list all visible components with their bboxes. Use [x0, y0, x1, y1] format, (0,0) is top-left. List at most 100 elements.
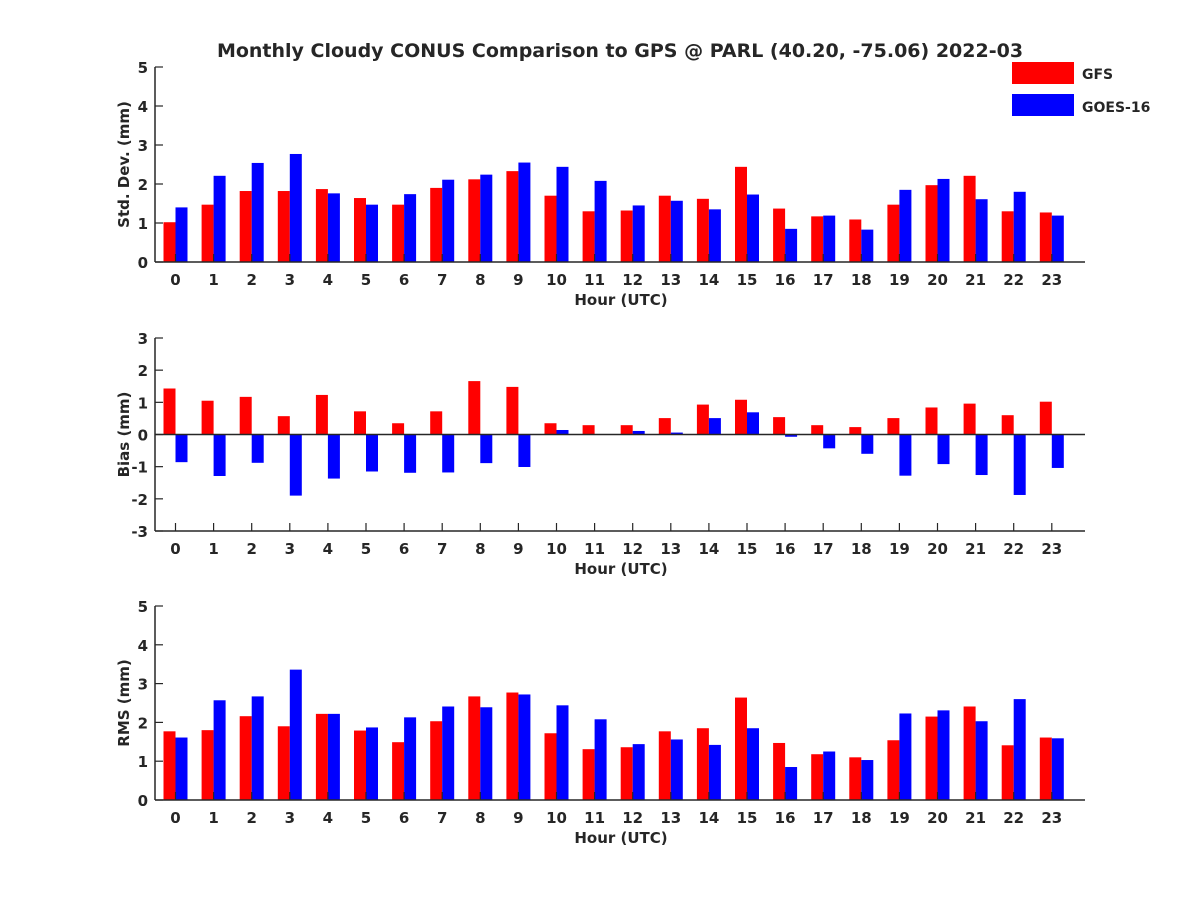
bar-goes16-hour-9 — [518, 434, 531, 467]
x-tick-label: 1 — [208, 540, 218, 558]
bar-goes16-hour-20 — [937, 178, 950, 262]
bar-gfs-hour-13 — [658, 731, 671, 800]
x-tick-label: 4 — [323, 540, 333, 558]
bar-goes16-hour-16 — [785, 767, 798, 800]
x-tick-label: 11 — [584, 271, 605, 289]
bar-goes16-hour-17 — [823, 215, 836, 262]
x-axis-label: Hour (UTC) — [574, 291, 667, 309]
bar-gfs-hour-20 — [925, 407, 938, 435]
x-tick-label: 14 — [698, 271, 719, 289]
bar-gfs-hour-11 — [582, 749, 595, 800]
bar-gfs-hour-23 — [1039, 401, 1052, 435]
x-tick-label: 20 — [927, 809, 948, 827]
x-tick-label: 11 — [584, 809, 605, 827]
x-tick-label: 17 — [813, 809, 834, 827]
x-tick-label: 10 — [546, 540, 567, 558]
bar-goes16-hour-21 — [975, 434, 988, 476]
bar-goes16-hour-2 — [251, 696, 264, 800]
x-tick-label: 6 — [399, 540, 409, 558]
bar-goes16-hour-20 — [937, 434, 950, 465]
bar-goes16-hour-12 — [632, 205, 645, 262]
bar-gfs-hour-14 — [696, 728, 709, 800]
x-tick-label: 22 — [1003, 809, 1024, 827]
x-tick-label: 20 — [927, 540, 948, 558]
x-tick-label: 19 — [889, 271, 910, 289]
bar-gfs-hour-3 — [277, 726, 290, 800]
x-tick-label: 1 — [208, 809, 218, 827]
bar-goes16-hour-22 — [1013, 699, 1026, 800]
x-tick-label: 16 — [775, 540, 796, 558]
x-tick-label: 2 — [246, 540, 256, 558]
y-tick-label: 0 — [138, 792, 148, 810]
bar-gfs-hour-18 — [849, 427, 862, 435]
x-tick-label: 19 — [889, 540, 910, 558]
bar-goes16-hour-1 — [213, 175, 226, 262]
x-tick-label: 16 — [775, 809, 796, 827]
y-tick-label: 4 — [138, 98, 148, 116]
x-tick-label: 0 — [170, 271, 180, 289]
x-tick-label: 14 — [698, 809, 719, 827]
bar-gfs-hour-20 — [925, 185, 938, 262]
bar-goes16-hour-19 — [899, 189, 912, 262]
bar-gfs-hour-18 — [849, 757, 862, 800]
bar-goes16-hour-1 — [213, 700, 226, 800]
bar-gfs-hour-7 — [430, 721, 443, 800]
bar-gfs-hour-5 — [354, 411, 366, 435]
x-tick-label: 18 — [851, 271, 872, 289]
bar-goes16-hour-12 — [632, 744, 645, 800]
bar-goes16-hour-18 — [861, 760, 874, 800]
bar-gfs-hour-16 — [773, 417, 786, 435]
bar-goes16-hour-9 — [518, 162, 531, 262]
x-tick-label: 17 — [813, 271, 834, 289]
bar-gfs-hour-17 — [811, 754, 824, 800]
legend-swatch-gfs — [1012, 62, 1074, 84]
bar-gfs-hour-14 — [696, 404, 709, 435]
x-tick-label: 12 — [622, 540, 643, 558]
bar-gfs-hour-15 — [735, 399, 747, 435]
y-tick-label: 0 — [138, 254, 148, 272]
x-tick-label: 23 — [1041, 809, 1062, 827]
x-axis-label: Hour (UTC) — [574, 829, 667, 847]
y-tick-label: -2 — [131, 491, 148, 509]
bar-gfs-hour-20 — [925, 716, 938, 800]
y-axis-label: Bias (mm) — [115, 392, 133, 478]
bar-goes16-hour-22 — [1013, 434, 1026, 495]
bar-gfs-hour-1 — [201, 204, 214, 262]
bar-goes16-hour-4 — [327, 434, 340, 479]
x-tick-label: 5 — [361, 540, 371, 558]
bar-goes16-hour-9 — [518, 694, 531, 800]
y-tick-label: 0 — [138, 427, 148, 445]
bar-gfs-hour-21 — [963, 403, 976, 435]
bar-goes16-hour-10 — [556, 166, 569, 262]
bar-gfs-hour-8 — [468, 696, 481, 800]
bar-gfs-hour-4 — [315, 189, 328, 262]
bar-goes16-hour-15 — [747, 412, 759, 435]
x-tick-label: 9 — [513, 540, 523, 558]
bar-gfs-hour-2 — [239, 191, 252, 262]
x-tick-label: 7 — [437, 540, 447, 558]
y-tick-label: 4 — [138, 637, 148, 655]
x-tick-label: 5 — [361, 271, 371, 289]
x-tick-label: 4 — [323, 809, 333, 827]
bar-gfs-hour-7 — [430, 187, 443, 262]
bar-gfs-hour-12 — [620, 747, 633, 800]
bar-goes16-hour-11 — [594, 180, 607, 262]
y-tick-label: -3 — [131, 523, 148, 541]
x-tick-label: 6 — [399, 809, 409, 827]
bar-gfs-hour-15 — [735, 697, 747, 800]
x-tick-label: 5 — [361, 809, 371, 827]
x-tick-label: 18 — [851, 540, 872, 558]
bar-goes16-hour-14 — [708, 744, 721, 800]
bar-gfs-hour-11 — [582, 211, 595, 262]
y-tick-label: 3 — [138, 330, 148, 348]
x-tick-label: 11 — [584, 540, 605, 558]
bar-gfs-hour-22 — [1001, 211, 1014, 262]
x-tick-label: 13 — [660, 271, 681, 289]
bar-gfs-hour-1 — [201, 730, 214, 800]
x-tick-label: 23 — [1041, 271, 1062, 289]
x-tick-label: 22 — [1003, 271, 1024, 289]
bar-gfs-hour-10 — [544, 733, 557, 800]
bar-gfs-hour-22 — [1001, 745, 1014, 800]
bar-gfs-hour-15 — [735, 166, 747, 262]
